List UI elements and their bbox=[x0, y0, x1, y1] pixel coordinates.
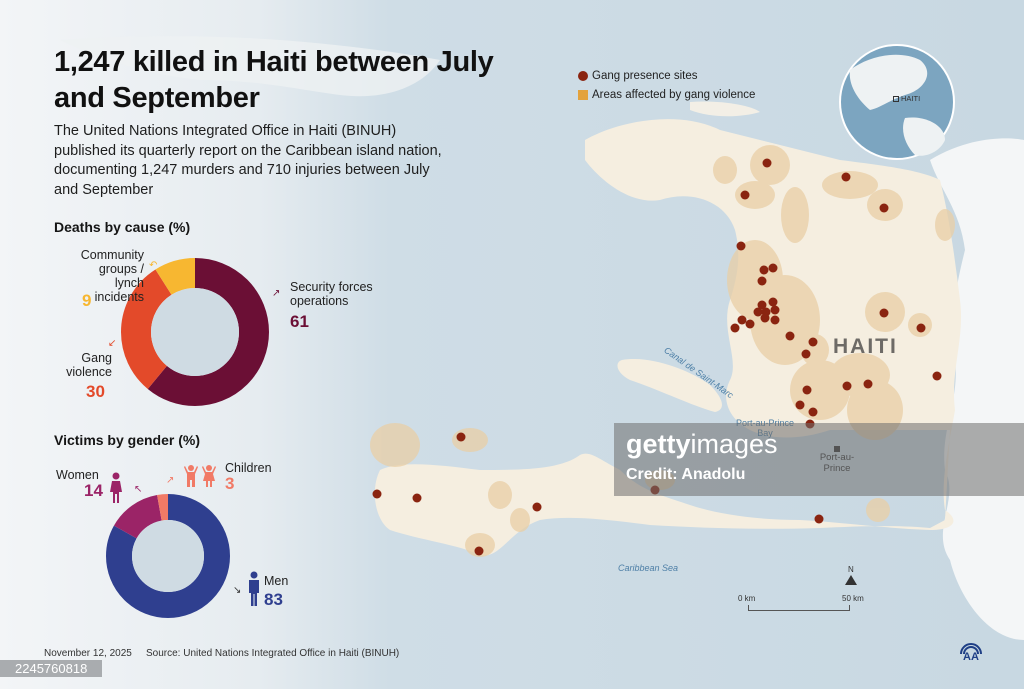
gang-value: 30 bbox=[86, 382, 105, 401]
gang-label: Gang violence bbox=[66, 351, 112, 379]
scale-start-label: 0 km bbox=[738, 594, 756, 603]
footer-date: November 12, 2025 bbox=[44, 648, 132, 659]
getty-logo: gettyimages bbox=[626, 429, 778, 459]
community-label: Community groups / lynch incidents bbox=[80, 248, 144, 304]
affected-area-swatch-icon bbox=[578, 89, 588, 100]
security-value: 61 bbox=[290, 312, 309, 331]
scale-bar bbox=[748, 605, 850, 611]
locator-square-icon bbox=[893, 95, 899, 102]
arrow-icon: ↘ bbox=[233, 585, 242, 596]
arrow-icon: ↶ bbox=[149, 260, 158, 271]
children-icon bbox=[184, 465, 216, 487]
men-value: 83 bbox=[264, 590, 283, 609]
page-subtitle: The United Nations Integrated Office in … bbox=[54, 123, 442, 198]
globe-haiti-label: HAITI bbox=[893, 94, 920, 103]
deaths-donut-chart bbox=[121, 258, 269, 406]
security-label: Security forces operations bbox=[290, 280, 373, 308]
image-id-tag: 2245760818 bbox=[0, 660, 103, 677]
north-label: N bbox=[848, 565, 854, 574]
arrow-icon: ↙ bbox=[108, 338, 117, 349]
country-label: HAITI bbox=[833, 335, 898, 358]
gender-donut-chart bbox=[106, 494, 230, 618]
children-value: 3 bbox=[225, 474, 235, 493]
men-label: Men bbox=[264, 574, 289, 588]
women-label: Women bbox=[56, 468, 99, 482]
anadolu-logo-icon: AA bbox=[960, 643, 982, 662]
children-label: Children bbox=[225, 461, 272, 475]
community-value: 9 bbox=[82, 291, 92, 310]
women-value: 14 bbox=[84, 481, 103, 500]
credit-label: Credit: Anadolu bbox=[626, 466, 746, 483]
scale-end-label: 50 km bbox=[842, 594, 864, 603]
deaths-section-title: Deaths by cause (%) bbox=[54, 219, 191, 235]
gender-section-title: Victims by gender (%) bbox=[54, 432, 201, 448]
svg-text:AA: AA bbox=[963, 651, 979, 662]
man-icon bbox=[249, 571, 259, 606]
footer-source: Source: United Nations Integrated Office… bbox=[146, 648, 400, 659]
gang-site-marker-icon bbox=[578, 70, 588, 81]
north-arrow-icon bbox=[845, 575, 857, 585]
arrow-icon: ↗ bbox=[166, 475, 175, 486]
watermark-overlay: gettyimages Credit: Anadolu bbox=[614, 423, 1024, 496]
map-legend: Gang presence sites Areas affected by ga… bbox=[578, 66, 755, 104]
woman-icon bbox=[110, 472, 122, 503]
arrow-icon: ↖ bbox=[134, 484, 143, 495]
arrow-icon: ↗ bbox=[272, 288, 281, 299]
sea-label: Caribbean Sea bbox=[618, 563, 679, 573]
page-title: 1,247 killed in Haiti between July and S… bbox=[54, 46, 494, 114]
